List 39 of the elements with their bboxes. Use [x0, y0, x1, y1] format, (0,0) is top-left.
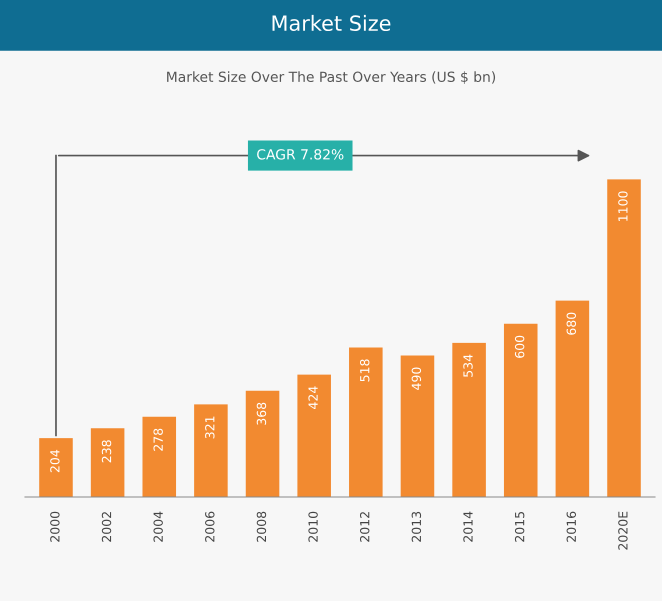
bar	[90, 428, 124, 497]
x-tick-label: 2016	[566, 512, 576, 542]
x-tick-label: 2002	[102, 512, 112, 542]
data-label: 368	[256, 402, 266, 425]
chart-title: Market Size	[272, 14, 390, 32]
bar	[400, 356, 434, 497]
data-label: 278	[153, 428, 163, 451]
x-tick-label: 2014	[463, 512, 473, 542]
chart-subtitle: Market Size Over The Past Over Years (US $ bn)	[167, 71, 496, 84]
data-label: 1100	[618, 191, 628, 221]
data-label: 534	[463, 354, 473, 377]
data-label: 238	[102, 440, 112, 462]
bar	[349, 347, 383, 497]
bar	[556, 300, 590, 497]
x-tick-label: 2012	[360, 512, 370, 542]
data-label: 204	[50, 450, 60, 472]
bar	[39, 438, 73, 497]
data-label: 490	[412, 367, 422, 390]
bar	[297, 374, 331, 497]
bar	[504, 324, 538, 497]
data-label: 680	[566, 312, 576, 335]
x-tick-label: 2020E	[618, 512, 628, 550]
bar	[246, 390, 280, 497]
bar	[142, 416, 176, 497]
x-tick-label: 2013	[412, 512, 422, 542]
x-tick-label: 2000	[50, 512, 60, 542]
data-label: 321	[205, 416, 215, 438]
bar	[452, 342, 486, 497]
x-tick-label: 2004	[153, 512, 163, 542]
data-label: 600	[514, 336, 524, 358]
bar	[194, 404, 228, 497]
x-tick-label: 2006	[205, 512, 215, 542]
bar	[607, 179, 641, 497]
data-label: 518	[360, 359, 370, 382]
data-label: 424	[308, 386, 318, 409]
text: CAGR 7.82%	[257, 149, 344, 160]
x-tick-label: 2010	[308, 512, 318, 542]
x-tick-label: 2015	[514, 512, 524, 542]
x-tick-label: 2008	[256, 512, 266, 542]
